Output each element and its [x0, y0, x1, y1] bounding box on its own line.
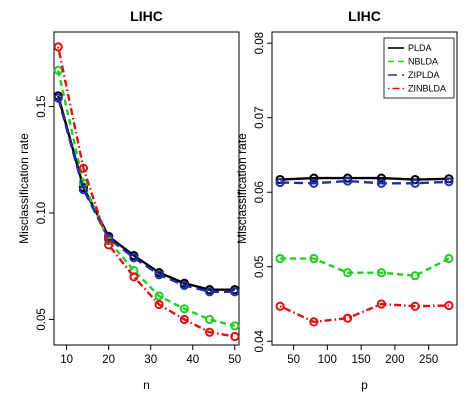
panel-1: LIHC 10 20 30 40 50 n 0.05 0.10 0.15 Misclassifica…	[17, 8, 241, 392]
x-tick-label: 50	[228, 354, 241, 366]
plot-frame	[53, 31, 240, 346]
data-point	[230, 287, 240, 297]
data-point	[376, 299, 386, 309]
data-point	[78, 163, 89, 173]
y-axis-label: Misclassification rate	[235, 133, 249, 244]
y-axis-label: Misclassification rate	[17, 133, 31, 244]
chart-title: LIHC	[130, 8, 163, 24]
data-point	[275, 177, 285, 188]
data-point	[444, 300, 454, 311]
data-point	[230, 321, 240, 331]
data-point	[410, 271, 420, 281]
panel-2: LIHC 50 100 150 200 250 p 0.04 0.05 0.06 0.07 0.08 M…	[235, 8, 458, 392]
data-point	[343, 173, 353, 183]
data-point	[53, 65, 63, 75]
legend-label: ZINBLDA	[408, 84, 446, 94]
series-line-zinblda	[57, 46, 235, 338]
series-line-ziplda	[280, 179, 449, 185]
data-point	[78, 184, 89, 195]
data-point	[275, 301, 285, 311]
series-plda	[275, 173, 454, 185]
x-tick-label: 20	[102, 354, 115, 366]
data-point	[154, 299, 164, 310]
series-ziplda	[53, 93, 240, 297]
data-point	[410, 301, 420, 311]
data-point	[230, 331, 240, 342]
series-line-plda	[280, 176, 449, 181]
data-point	[343, 313, 353, 323]
series-zinblda	[275, 299, 454, 327]
series-line-zinblda	[279, 302, 449, 324]
series-zinblda	[53, 42, 240, 342]
legend-label: PLDA	[408, 43, 432, 53]
data-point	[275, 253, 285, 264]
legend: PLDA NBLDA ZIPLDA ZINBLDA	[383, 37, 455, 99]
data-point	[376, 173, 386, 183]
data-point	[309, 253, 319, 264]
legend-label: ZIPLDA	[408, 70, 440, 80]
data-point	[129, 272, 139, 282]
x-tick-label: 40	[186, 354, 199, 366]
y-tick-label: 0.04	[254, 329, 266, 352]
data-point	[410, 178, 420, 188]
data-point	[444, 177, 454, 187]
series-line-nblda	[280, 257, 450, 277]
x-axis-label: p	[361, 378, 368, 392]
data-point	[179, 314, 189, 325]
plot-frame	[271, 31, 458, 346]
y-tick-label: 0.05	[36, 308, 48, 330]
data-point	[53, 93, 63, 103]
series-ziplda	[275, 176, 454, 188]
data-point	[179, 304, 189, 314]
data-point	[104, 240, 114, 250]
data-point	[376, 268, 386, 278]
data-point	[154, 270, 164, 280]
data-point	[204, 327, 215, 337]
x-tick-label: 30	[144, 354, 157, 366]
x-tick-label: 50	[287, 354, 300, 366]
y-tick-label: 0.05	[254, 256, 266, 278]
data-point	[129, 253, 139, 263]
data-point	[343, 176, 353, 186]
x-tick-label: 100	[318, 354, 337, 366]
data-point	[410, 174, 420, 185]
data-point	[154, 291, 164, 301]
data-point	[309, 173, 319, 183]
legend-label: NBLDA	[408, 57, 438, 67]
y-tick-label: 0.10	[36, 202, 48, 224]
series-line-ziplda	[57, 97, 235, 293]
x-tick-label: 150	[352, 354, 371, 366]
data-point	[53, 42, 63, 52]
x-tick-label: 200	[385, 354, 404, 366]
x-tick-label: 10	[60, 354, 73, 366]
data-point	[204, 314, 215, 325]
series-nblda	[275, 253, 454, 281]
chart-title: LIHC	[348, 8, 381, 24]
data-point	[444, 253, 454, 264]
data-point	[343, 268, 353, 278]
y-tick-label: 0.06	[254, 181, 266, 203]
x-tick-label: 250	[419, 354, 438, 366]
data-point	[179, 280, 189, 290]
data-point	[309, 178, 319, 188]
x-axis-label: n	[143, 378, 150, 392]
y-tick-label: 0.08	[254, 32, 266, 54]
y-tick-label: 0.15	[36, 95, 48, 117]
data-point	[204, 287, 215, 297]
data-point	[376, 178, 386, 188]
y-tick-label: 0.07	[254, 107, 266, 129]
data-point	[309, 317, 319, 327]
